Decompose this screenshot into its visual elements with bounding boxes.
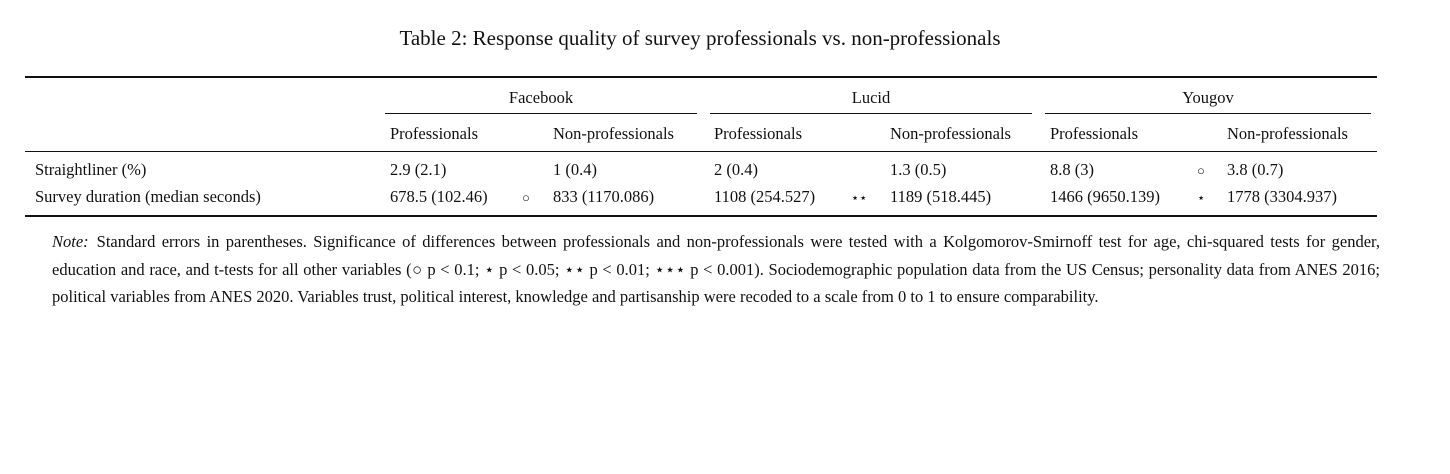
sig-marker-duration-lucid: ⋆⋆ <box>851 190 868 205</box>
cell-straightliner-facebook-pro: 2.9 (2.1) <box>390 160 447 179</box>
cell-duration-facebook-pro: 678.5 (102.46) <box>390 187 488 206</box>
group-header-lucid: Lucid <box>851 88 891 107</box>
group-underline-yougov <box>1045 113 1371 114</box>
subheader-yougov-professionals: Professionals <box>1050 124 1138 143</box>
cell-duration-lucid-pro: 1108 (254.527) <box>714 187 816 206</box>
subheader-yougov-non-professionals: Non-professionals <box>1227 124 1348 143</box>
sig-marker-straightliner-yougov: ○ <box>1197 163 1205 178</box>
subheader-lucid-non-professionals: Non-professionals <box>890 124 1011 143</box>
subheader-facebook-non-professionals: Non-professionals <box>553 124 674 143</box>
cell-straightliner-yougov-nonpro: 3.8 (0.7) <box>1227 160 1284 179</box>
cell-straightliner-lucid-nonpro: 1.3 (0.5) <box>890 160 947 179</box>
cell-straightliner-facebook-nonpro: 1 (0.4) <box>553 160 597 179</box>
group-underline-facebook <box>385 113 697 114</box>
sig-marker-duration-facebook: ○ <box>522 190 530 205</box>
cell-duration-yougov-pro: 1466 (9650.139) <box>1050 187 1160 206</box>
subheader-lucid-professionals: Professionals <box>714 124 802 143</box>
cell-duration-lucid-nonpro: 1189 (518.445) <box>890 187 992 206</box>
cell-duration-yougov-nonpro: 1778 (3304.937) <box>1227 187 1337 206</box>
subheader-facebook-professionals: Professionals <box>390 124 478 143</box>
group-header-facebook: Facebook <box>508 88 574 107</box>
row-label-straightliner: Straightliner (%) <box>35 160 147 179</box>
note-label: Note: <box>52 232 89 251</box>
sig-marker-duration-yougov: ⋆ <box>1197 190 1206 205</box>
note-text: Standard errors in parentheses. Signific… <box>52 232 1380 306</box>
group-header-yougov: Yougov <box>1182 88 1234 107</box>
top-rule <box>25 76 1377 78</box>
group-underline-lucid <box>710 113 1032 114</box>
table-caption: Table 2: Response quality of survey prof… <box>399 26 1001 50</box>
row-label-survey-duration: Survey duration (median seconds) <box>35 187 261 206</box>
bottom-rule <box>25 215 1377 217</box>
cell-straightliner-yougov-pro: 8.8 (3) <box>1050 160 1094 179</box>
cell-straightliner-lucid-pro: 2 (0.4) <box>714 160 758 179</box>
mid-rule <box>25 151 1377 152</box>
cell-duration-facebook-nonpro: 833 (1170.086) <box>553 187 655 206</box>
table-note: Note: Standard errors in parentheses. Sig… <box>52 228 1380 311</box>
